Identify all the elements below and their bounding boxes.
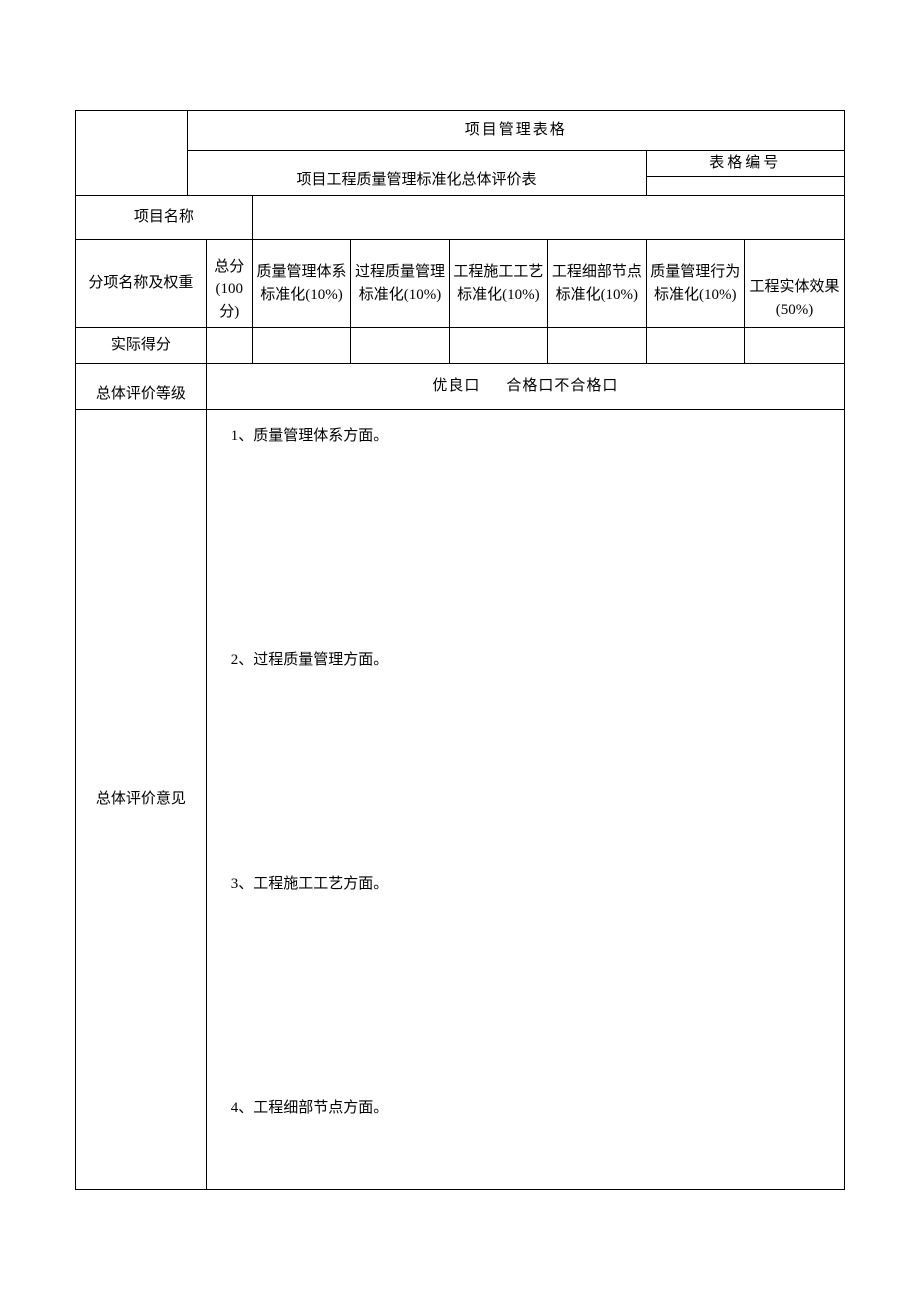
grade-options[interactable]: 优良口 合格口不合格口 bbox=[206, 364, 844, 410]
project-name-value[interactable] bbox=[252, 196, 844, 240]
category-2: 过程质量管理标准化(10%) bbox=[351, 240, 449, 328]
total-score-label: 总分(100分) bbox=[206, 240, 252, 328]
opinion-item-1: 1、质量管理体系方面。 bbox=[231, 424, 834, 448]
form-number-cell: 表格编号 bbox=[646, 151, 844, 196]
score-1[interactable] bbox=[252, 328, 350, 364]
score-6[interactable] bbox=[744, 328, 844, 364]
project-name-label: 项目名称 bbox=[76, 196, 253, 240]
score-2[interactable] bbox=[351, 328, 449, 364]
score-3[interactable] bbox=[449, 328, 547, 364]
main-title: 项目管理表格 bbox=[187, 111, 845, 151]
form-number-value bbox=[647, 177, 844, 195]
category-4: 工程细部节点标准化(10%) bbox=[548, 240, 646, 328]
sub-title: 项目工程质量管理标准化总体评价表 bbox=[187, 151, 646, 196]
score-5[interactable] bbox=[646, 328, 744, 364]
actual-score-label: 实际得分 bbox=[76, 328, 207, 364]
opinion-item-2: 2、过程质量管理方面。 bbox=[231, 648, 834, 672]
actual-score-row: 实际得分 bbox=[76, 328, 845, 364]
category-5: 质量管理行为标准化(10%) bbox=[646, 240, 744, 328]
opinion-label: 总体评价意见 bbox=[76, 410, 207, 1190]
opinion-row: 总体评价意见 1、质量管理体系方面。 2、过程质量管理方面。 3、工程施工工艺方… bbox=[76, 410, 845, 1190]
category-3: 工程施工工艺标准化(10%) bbox=[449, 240, 547, 328]
score-total[interactable] bbox=[206, 328, 252, 364]
category-6: 工程实体效果(50%) bbox=[744, 240, 844, 328]
category-label: 分项名称及权重 bbox=[76, 240, 207, 328]
header-row: 项目管理表格 bbox=[76, 111, 845, 151]
score-4[interactable] bbox=[548, 328, 646, 364]
category-weight-row: 分项名称及权重 总分(100分) 质量管理体系标准化(10%) 过程质量管理标准… bbox=[76, 240, 845, 328]
evaluation-form-table: 项目管理表格 项目工程质量管理标准化总体评价表 表格编号 项目名称 分项名称及权… bbox=[75, 110, 845, 1190]
grade-opt-fail: 不合格口 bbox=[554, 378, 618, 394]
grade-row: 总体评价等级 优良口 合格口不合格口 bbox=[76, 364, 845, 410]
category-1: 质量管理体系标准化(10%) bbox=[252, 240, 350, 328]
opinion-item-4: 4、工程细部节点方面。 bbox=[231, 1096, 834, 1120]
sub-header-row: 项目工程质量管理标准化总体评价表 表格编号 bbox=[76, 151, 845, 196]
grade-label: 总体评价等级 bbox=[76, 364, 207, 410]
opinion-item-3: 3、工程施工工艺方面。 bbox=[231, 872, 834, 896]
grade-opt-excellent: 优良口 bbox=[432, 378, 480, 394]
grade-opt-pass: 合格口 bbox=[506, 378, 554, 394]
project-name-row: 项目名称 bbox=[76, 196, 845, 240]
opinion-cell[interactable]: 1、质量管理体系方面。 2、过程质量管理方面。 3、工程施工工艺方面。 4、工程… bbox=[206, 410, 844, 1190]
header-blank bbox=[76, 111, 188, 196]
form-number-label: 表格编号 bbox=[647, 151, 844, 177]
